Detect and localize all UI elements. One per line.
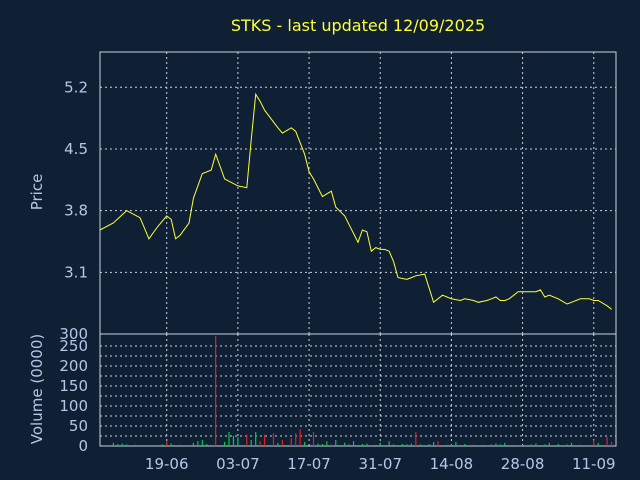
x-tick-label: 11-09	[572, 455, 616, 473]
volume-tick-label: 100	[59, 397, 88, 415]
x-tick-label: 03-07	[216, 455, 260, 473]
volume-tick-label: 50	[69, 417, 88, 435]
price-tick-label: 300	[59, 325, 88, 343]
price-tick-label: 3.1	[64, 263, 88, 281]
price-tick-label: 5.2	[64, 78, 88, 96]
x-tick-label: 17-07	[287, 455, 331, 473]
price-tick-label: 4.5	[64, 140, 88, 158]
volume-panel-border	[99, 333, 617, 447]
price-axis-label: Price	[28, 174, 46, 211]
x-tick-label: 14-08	[430, 455, 474, 473]
volume-panel: 0 50 100 150 200 250	[59, 333, 617, 455]
volume-tick-label: 150	[59, 377, 88, 395]
volume-tick-label: 250	[59, 337, 88, 355]
volume-axis-label: Volume (0000)	[28, 334, 46, 444]
volume-tick-label: 200	[59, 357, 88, 375]
volume-tick-label: 0	[78, 437, 88, 455]
x-tick-label: 28-08	[501, 455, 545, 473]
x-axis: 19-06 03-07 17-07 31-07 14-08 28-08 11-09	[145, 455, 616, 473]
x-tick-label: 19-06	[145, 455, 189, 473]
price-tick-label: 3.8	[64, 202, 88, 220]
chart-title: STKS - last updated 12/09/2025	[231, 16, 485, 35]
price-line	[99, 92, 612, 310]
x-tick-label: 31-07	[358, 455, 402, 473]
